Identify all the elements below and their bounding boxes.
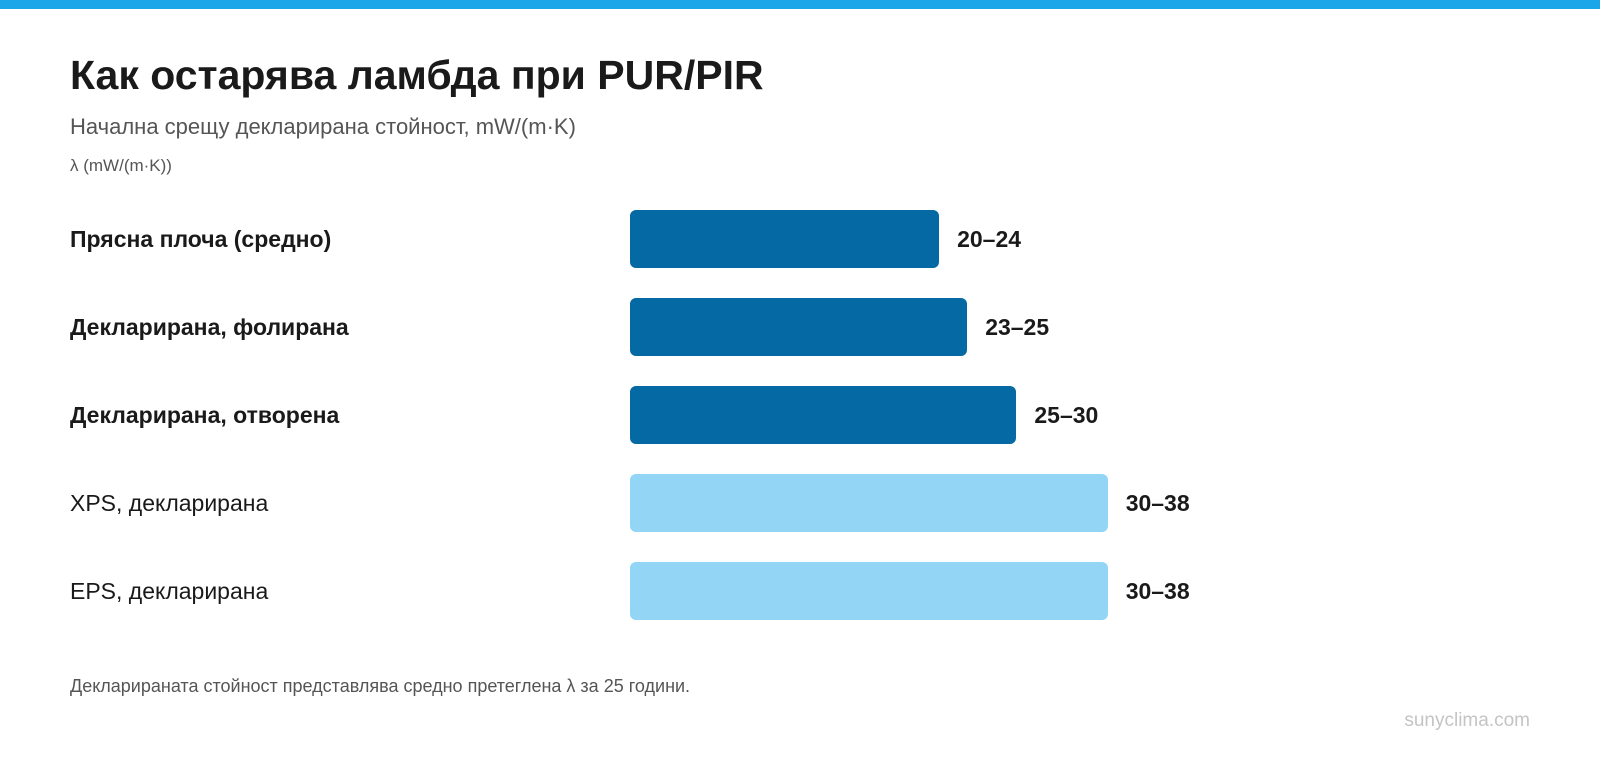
value-label: 25–30 <box>1034 402 1099 428</box>
chart-subtitle: Начална срещу декларирана стойност, mW/(… <box>70 114 576 139</box>
bar <box>630 210 940 268</box>
axis-unit-label: λ (mW/(m·K)) <box>70 156 172 175</box>
value-label: 23–25 <box>985 314 1050 340</box>
top-accent-bar <box>0 0 1600 9</box>
category-label: EPS, декларирана <box>70 578 269 604</box>
category-label: Декларирана, фолирана <box>70 314 349 340</box>
value-label: 30–38 <box>1125 490 1190 516</box>
category-label: Прясна плоча (средно) <box>70 226 332 252</box>
bar <box>630 386 1017 444</box>
value-label: 20–24 <box>957 226 1022 252</box>
category-label: Декларирана, отворена <box>70 402 340 428</box>
bar <box>630 298 968 356</box>
footnote: Декларираната стойност представлява сред… <box>70 676 691 696</box>
bar <box>630 474 1108 532</box>
chart-title: Как остарява ламбда при PUR/PIR <box>70 52 764 98</box>
watermark: sunyclima.com <box>1404 710 1530 731</box>
value-label: 30–38 <box>1125 578 1190 604</box>
bar <box>630 562 1108 620</box>
category-label: XPS, декларирана <box>70 490 269 516</box>
